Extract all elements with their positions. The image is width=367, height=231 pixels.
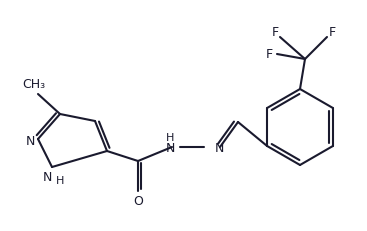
Text: H: H	[166, 132, 174, 142]
Text: H: H	[56, 175, 64, 185]
Text: F: F	[328, 26, 335, 39]
Text: CH₃: CH₃	[22, 78, 46, 91]
Text: N: N	[25, 135, 35, 148]
Text: N: N	[215, 142, 224, 155]
Text: F: F	[265, 48, 273, 61]
Text: O: O	[133, 195, 143, 208]
Text: F: F	[272, 26, 279, 39]
Text: N: N	[42, 171, 52, 184]
Text: N: N	[165, 142, 175, 155]
